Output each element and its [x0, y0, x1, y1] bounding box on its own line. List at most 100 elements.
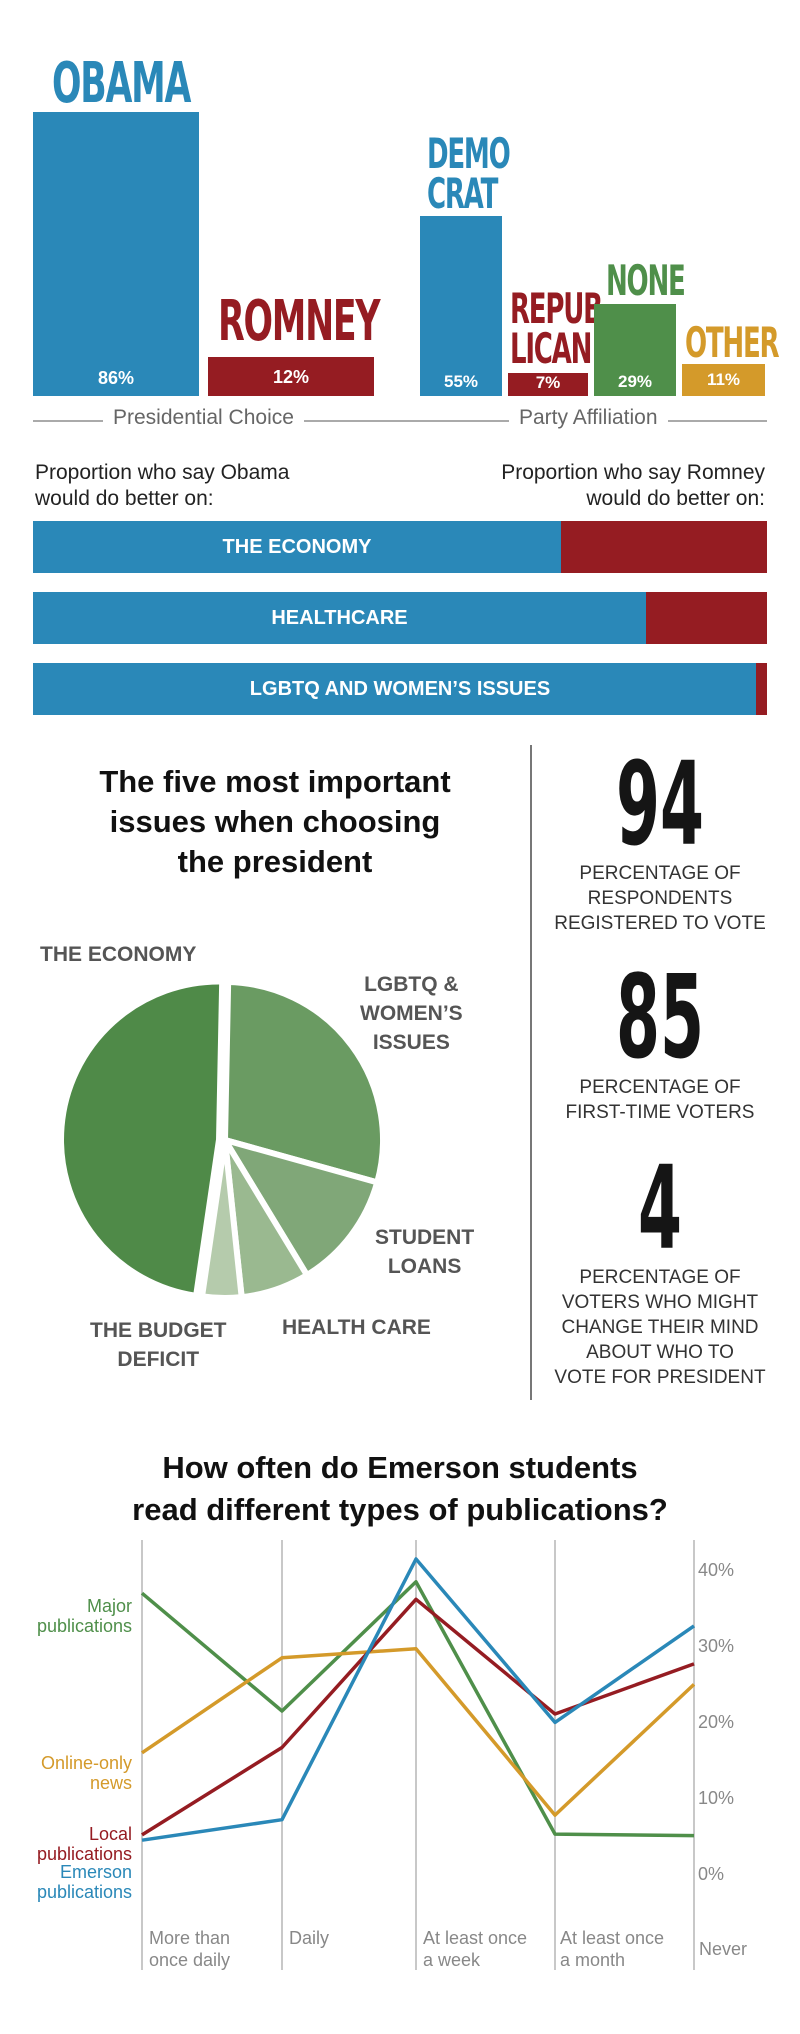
stat-description: PERCENTAGE OF VOTERS WHO MIGHT CHANGE TH…	[545, 1265, 775, 1390]
lgbtq-line2: WOMEN’S	[360, 1002, 463, 1025]
x-tick-line2: a month	[560, 1950, 626, 1970]
pie-chart-title: The five most important issues when choo…	[30, 762, 520, 882]
proportion-bar-healthcare: HEALTHCARE	[33, 592, 767, 644]
series-line-online	[141, 1646, 696, 1817]
stat-number: 94	[615, 738, 705, 872]
line-title-line2: read different types of publications?	[132, 1492, 668, 1527]
series-label-emerson: Emerson publications	[37, 1862, 132, 1902]
pie-slice-student-loans	[222, 1137, 381, 1279]
proportion-bar-label: LGBTQ AND WOMEN’S ISSUES	[249, 678, 551, 700]
proportion-bar-label: THE ECONOMY	[222, 536, 372, 558]
party-axis-label: Party Affiliation	[509, 406, 668, 430]
proportion-bar-economy: THE ECONOMY	[33, 521, 767, 573]
pie-slice-economy	[58, 978, 226, 1299]
series-line-major	[140, 1580, 695, 1838]
publications-line-chart	[140, 1540, 696, 1970]
romney-bar: 12%	[208, 357, 374, 396]
pie-title-line1: The five most important	[99, 764, 451, 799]
obama-bar-value: 86%	[97, 368, 135, 388]
emerson-line2: publications	[36, 1882, 132, 1902]
series-label-local: Local publications	[37, 1824, 132, 1864]
proportion-bar-label: HEALTHCARE	[271, 607, 408, 629]
stat-line: REGISTERED TO VOTE	[554, 913, 766, 934]
stat-line: PERCENTAGE OF	[579, 1077, 741, 1098]
pie-slice-lgbtq	[222, 979, 386, 1186]
stat-line: CHANGE THEIR MIND	[561, 1317, 759, 1338]
proportion-bar-lgbtq: LGBTQ AND WOMEN’S ISSUES	[33, 663, 767, 715]
major-line2: publications	[36, 1616, 132, 1636]
obama-proportion-caption: Proportion who say Obama would do better…	[35, 460, 289, 512]
x-tick-label: At least once a week	[423, 1927, 527, 1971]
pie-label-budget-deficit: THE BUDGET DEFICIT	[90, 1316, 227, 1374]
issues-pie-chart	[58, 978, 386, 1301]
online-line1: Online-only	[40, 1753, 132, 1773]
romney-share	[646, 592, 767, 644]
none-bar-value: 29%	[617, 372, 653, 391]
series-line-emerson	[141, 1557, 695, 1842]
romney-proportion-caption: Proportion who say Romney would do bette…	[501, 460, 765, 512]
y-tick-label: 0%	[698, 1864, 725, 1884]
stat-line: PERCENTAGE OF	[579, 863, 741, 884]
local-line2: publications	[36, 1844, 132, 1864]
pie-label-student-loans: STUDENT LOANS	[375, 1223, 474, 1281]
series-line-local	[141, 1597, 695, 1837]
line-chart-title: How often do Emerson students read diffe…	[0, 1447, 800, 1531]
x-tick-label: Never	[699, 1938, 747, 1960]
obama-bar: 86%	[33, 112, 199, 396]
loans-line2: LOANS	[387, 1255, 462, 1278]
major-line1: Major	[86, 1596, 132, 1616]
line-title-line1: How often do Emerson students	[162, 1450, 638, 1485]
democrat-bar-label: DEMO CRAT	[427, 133, 511, 218]
presidential-axis-label: Presidential Choice	[103, 406, 304, 430]
pie-label-economy: THE ECONOMY	[40, 943, 197, 966]
pie-title-line2: issues when choosing	[109, 804, 441, 839]
stat-number: 85	[615, 951, 705, 1085]
pie-title-line3: the president	[177, 844, 373, 879]
x-tick-line1: Never	[699, 1939, 748, 1959]
republican-bar: 7%	[508, 373, 588, 396]
x-tick-line1: More than	[149, 1928, 231, 1948]
x-tick-label: At least once a month	[560, 1927, 664, 1971]
stat-description: PERCENTAGE OF FIRST-TIME VOTERS	[545, 1075, 775, 1125]
other-bar-label: OTHER	[685, 318, 780, 367]
democrat-label-line2: CRAT	[427, 169, 498, 218]
stat-line: VOTERS WHO MIGHT	[561, 1292, 759, 1313]
romney-share	[756, 663, 767, 715]
pie-label-lgbtq: LGBTQ & WOMEN’S ISSUES	[360, 970, 463, 1057]
stat-line: RESPONDENTS	[587, 888, 733, 909]
obama-caption-line2: would do better on:	[35, 487, 214, 510]
romney-bar-label: ROMNEY	[218, 289, 381, 354]
budget-line2: DEFICIT	[117, 1348, 200, 1371]
y-tick-label: 10%	[698, 1788, 735, 1808]
y-tick-label: 40%	[698, 1560, 735, 1580]
section-divider	[530, 745, 532, 1400]
x-tick-label: Daily	[289, 1927, 329, 1949]
romney-bar-value: 12%	[272, 367, 310, 387]
x-tick-line2: once daily	[149, 1950, 231, 1970]
obama-bar-label: OBAMA	[52, 51, 191, 116]
budget-line1: THE BUDGET	[90, 1319, 227, 1342]
x-tick-line1: Daily	[289, 1928, 330, 1948]
republican-bar-label: REPUB LICAN	[510, 288, 603, 370]
y-tick-label: 30%	[698, 1636, 735, 1656]
x-tick-line2: a week	[423, 1950, 481, 1970]
stat-number: 4	[637, 1142, 683, 1276]
romney-caption-line1: Proportion who say Romney	[501, 461, 765, 484]
loans-line1: STUDENT	[375, 1226, 475, 1249]
pie-label-health-care: HEALTH CARE	[282, 1316, 431, 1339]
obama-caption-line1: Proportion who say Obama	[35, 461, 290, 484]
y-tick-label: 20%	[698, 1712, 735, 1732]
republican-bar-value: 7%	[535, 373, 561, 392]
emerson-line1: Emerson	[59, 1862, 132, 1882]
stat-line: PERCENTAGE OF	[579, 1267, 741, 1288]
lgbtq-line3: ISSUES	[372, 1031, 450, 1054]
none-bar-label: NONE	[606, 256, 686, 305]
x-tick-label: More than once daily	[149, 1927, 230, 1971]
local-line1: Local	[88, 1824, 132, 1844]
democrat-bar: 55%	[420, 216, 502, 396]
online-line2: news	[89, 1773, 132, 1793]
series-label-major: Major publications	[37, 1596, 132, 1636]
pie-slice-budget-deficit	[199, 1137, 245, 1301]
stat-line: FIRST-TIME VOTERS	[565, 1102, 755, 1123]
other-bar: 11%	[682, 364, 765, 396]
